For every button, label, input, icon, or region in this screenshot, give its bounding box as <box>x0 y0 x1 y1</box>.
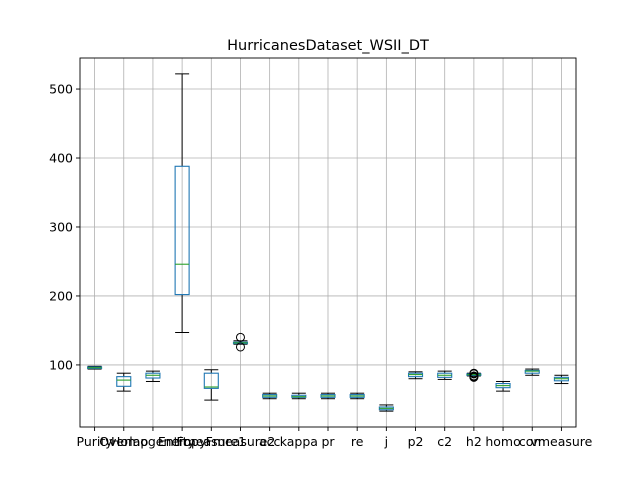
y-tick-label: 300 <box>49 219 73 234</box>
box-h2 <box>466 368 482 382</box>
box-entropy <box>174 73 190 334</box>
x-tick-label: Entropy <box>158 434 207 449</box>
x-tick-label: c2 <box>437 434 452 449</box>
outlier-point <box>469 371 479 381</box>
outlier-point <box>469 368 479 378</box>
box-body <box>116 376 132 387</box>
x-tick-label: re <box>351 434 364 449</box>
box-re <box>349 392 365 400</box>
x-tick-label: acc <box>259 434 281 449</box>
x-axis: PurityOverlapHomogeneityEntropyFmeasure1… <box>77 427 593 449</box>
outlier-point <box>235 332 245 342</box>
box-acc <box>262 392 278 400</box>
x-tick-label: pr <box>321 434 335 449</box>
box-p2 <box>407 371 424 380</box>
box-overlap <box>116 372 132 392</box>
box-pr <box>320 392 336 400</box>
x-tick-label: Overlap <box>99 434 148 449</box>
y-tick-label: 500 <box>49 82 73 97</box>
x-tick-label: Fmeasure1 <box>176 434 246 449</box>
box-homo <box>495 380 511 392</box>
x-tick-label: j <box>384 434 388 449</box>
x-tick-label: homo <box>485 434 520 449</box>
x-tick-label: com <box>519 434 546 449</box>
box-body <box>524 369 540 374</box>
grid-lines <box>80 58 576 427</box>
x-tick-label: p2 <box>408 434 424 449</box>
box-fmeasure2 <box>232 332 249 352</box>
box-purity <box>87 365 103 370</box>
box-com <box>524 368 540 376</box>
x-tick-label: Fmeasure2 <box>206 434 276 449</box>
x-tick-label: vmeasure <box>530 434 592 449</box>
x-tick-label: Homogeneity <box>111 434 195 449</box>
chart-title: HurricanesDataset_WSII_DT <box>227 38 429 54</box>
y-tick-label: 100 <box>49 357 73 372</box>
box-series <box>87 73 569 412</box>
x-tick-label: h2 <box>466 434 482 449</box>
box-vmeasure <box>553 374 569 385</box>
y-tick-label: 200 <box>49 288 73 303</box>
box-body <box>174 165 190 296</box>
box-fmeasure1 <box>203 369 219 401</box>
box-body <box>203 372 219 389</box>
x-tick-label: Purity <box>77 434 114 449</box>
y-tick-label: 400 <box>49 151 73 166</box>
y-axis: 100 200 300 400 500 <box>49 82 80 372</box>
box-c2 <box>437 370 453 380</box>
box-j <box>378 404 394 412</box>
box-homogeneity <box>145 370 161 382</box>
box-kappa <box>291 392 307 400</box>
x-tick-label: kappa <box>280 434 318 449</box>
outlier-point <box>235 342 245 352</box>
